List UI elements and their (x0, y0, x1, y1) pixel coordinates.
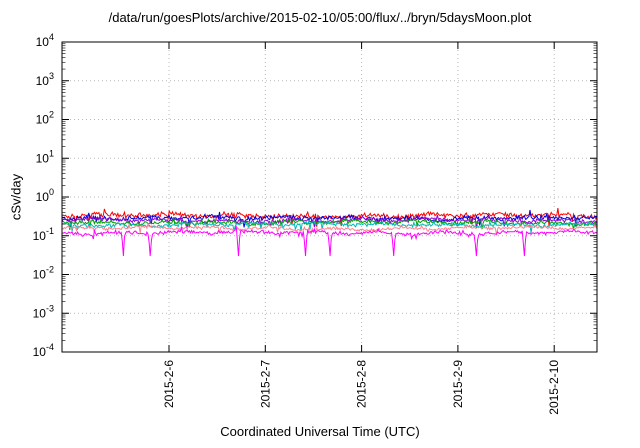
y-tick-label: 10-2 (33, 265, 54, 282)
x-tick-label: 2015-2-8 (355, 360, 369, 408)
y-tick-label: 10-3 (33, 303, 54, 320)
x-tick-label: 2015-2-9 (451, 360, 465, 408)
y-tick-label: 100 (36, 187, 54, 204)
y-tick-label: 102 (36, 110, 54, 127)
y-tick-label: 10-1 (33, 226, 54, 243)
x-tick-label: 2015-2-10 (547, 360, 561, 415)
y-tick-label: 104 (36, 32, 54, 49)
x-tick-label: 2015-2-7 (258, 360, 272, 408)
y-tick-label: 103 (36, 71, 54, 88)
series-line-magenta (61, 225, 598, 257)
plot-border (61, 41, 598, 353)
series-line-salmon (61, 222, 598, 236)
x-tick-label: 2015-2-6 (162, 360, 176, 408)
series-line-purple (61, 214, 598, 230)
series-line-cyan (62, 218, 598, 233)
y-tick-label: 101 (36, 148, 54, 165)
x-axis-label: Coordinated Universal Time (UTC) (220, 424, 420, 439)
plot-title: /data/run/goesPlots/archive/2015-02-10/0… (108, 10, 532, 25)
y-tick-label: 10-4 (33, 342, 54, 359)
